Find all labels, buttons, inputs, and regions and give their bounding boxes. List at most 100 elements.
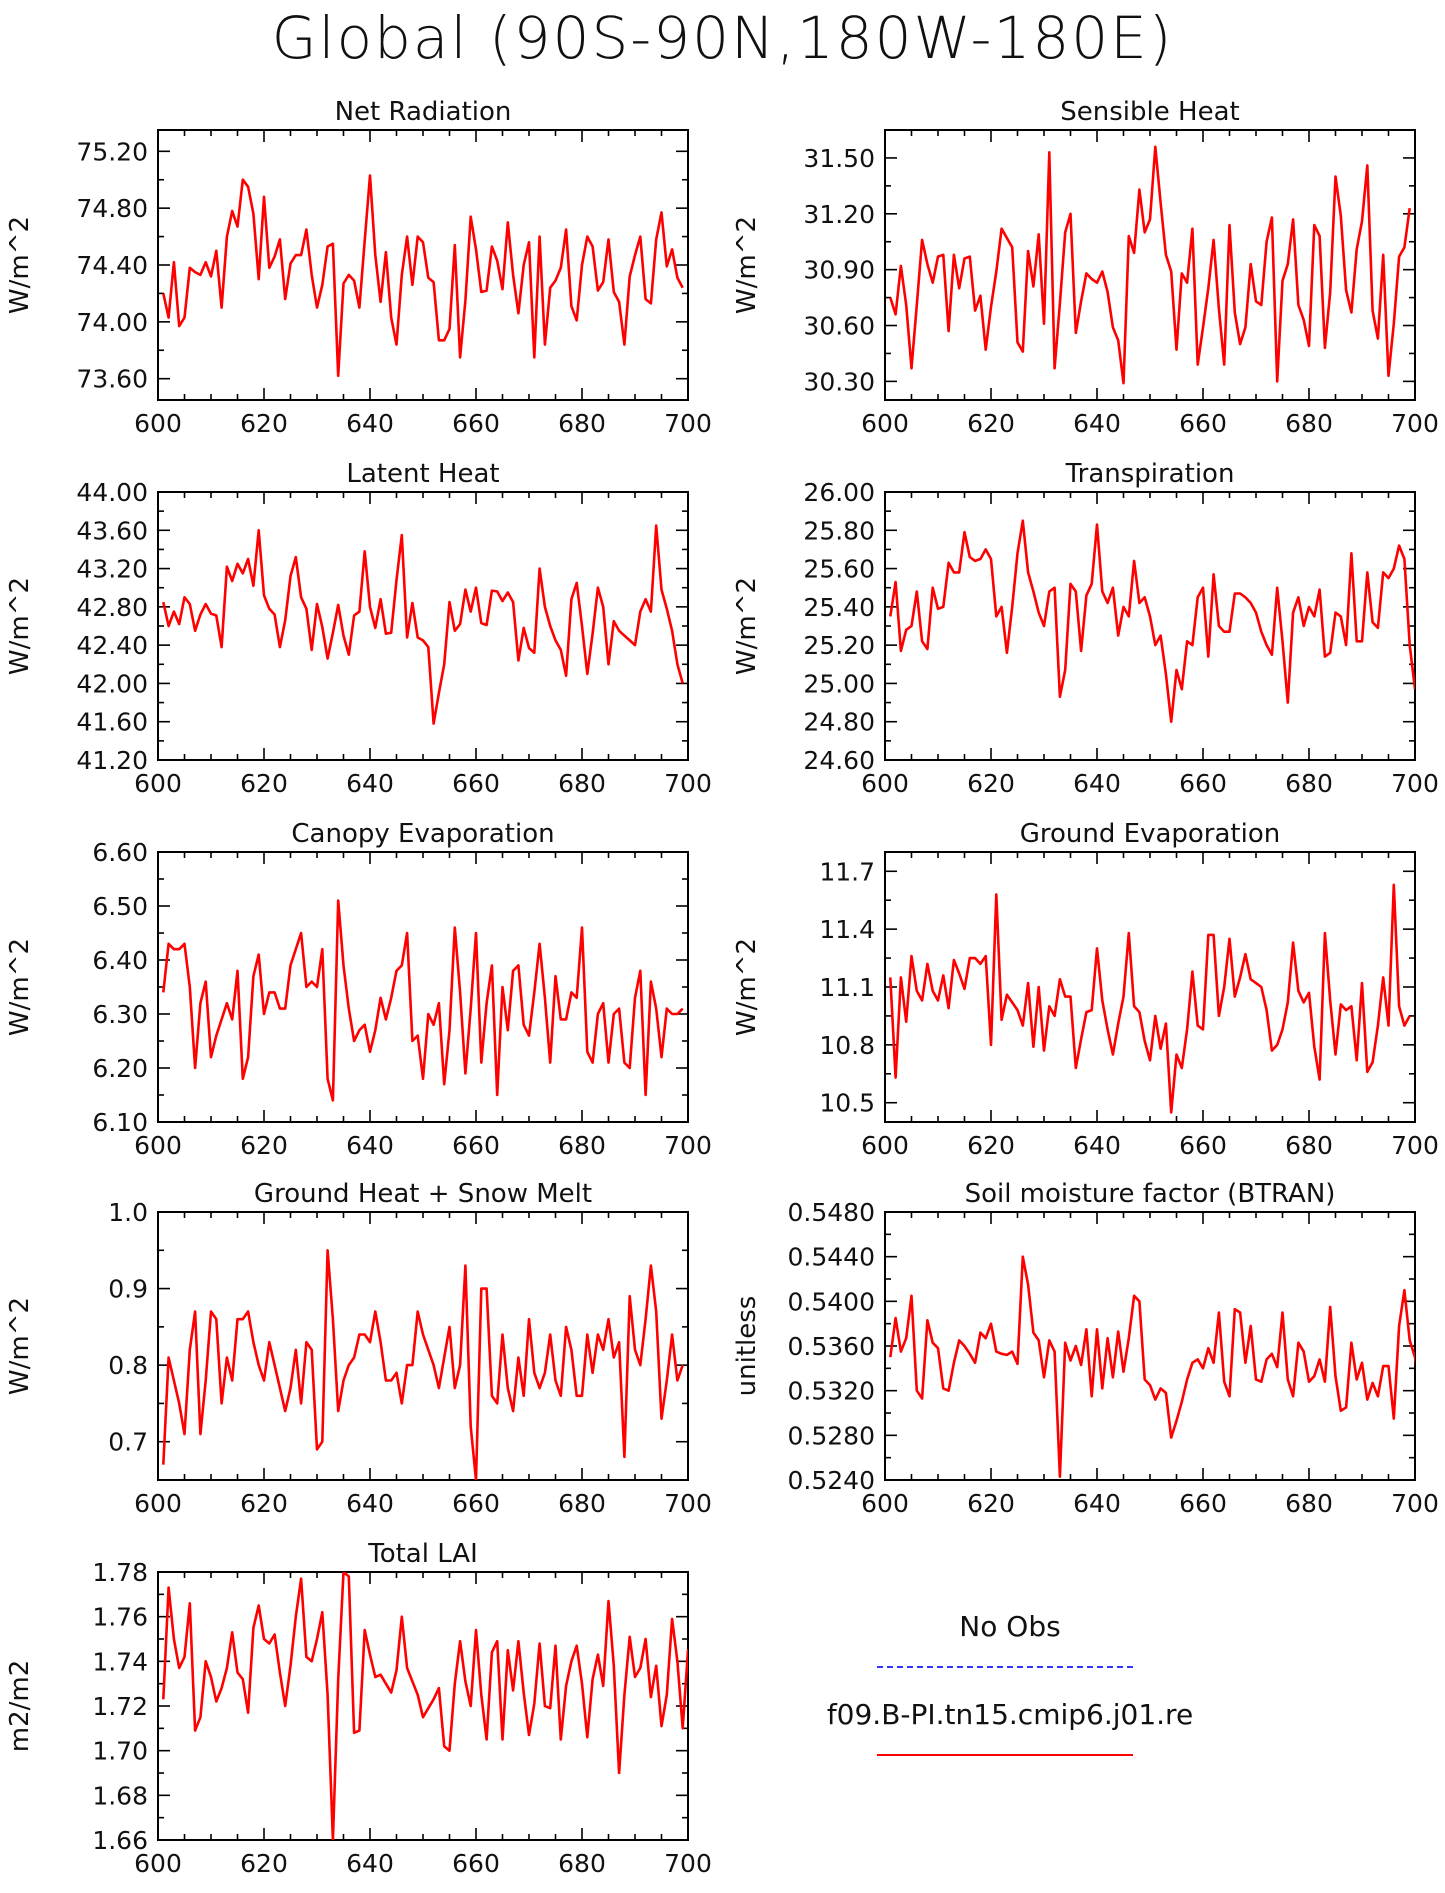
x-tick-label: 640 <box>346 1131 394 1160</box>
x-tick-label: 640 <box>1073 409 1121 438</box>
x-tick-label: 640 <box>346 1849 394 1878</box>
y-tick-label: 25.40 <box>803 593 875 622</box>
series-line <box>889 145 1411 385</box>
x-tick-label: 700 <box>1391 409 1439 438</box>
panel-1: 600 620 640 660 680 700 30.30 30.60 30.90 31.20 31… <box>732 97 1439 438</box>
y-axis-label: m2/m2 <box>5 1660 35 1753</box>
panel-title: Ground Evaporation <box>1020 819 1280 849</box>
panel-title: Soil moisture factor (BTRAN) <box>965 1179 1336 1209</box>
x-tick-label: 700 <box>664 1131 712 1160</box>
legend: No Obs f09.B-PI.tn15.cmip6.j01.re <box>740 1610 1280 1810</box>
x-tick-label: 660 <box>452 409 500 438</box>
x-tick-label: 700 <box>664 1489 712 1518</box>
y-tick-label: 1.0 <box>108 1198 148 1227</box>
y-axis-label: W/m^2 <box>732 577 762 675</box>
y-tick-label: 25.80 <box>803 516 875 545</box>
y-axis-label: W/m^2 <box>5 938 35 1036</box>
y-tick-label: 10.5 <box>819 1089 875 1118</box>
x-tick-label: 660 <box>452 1131 500 1160</box>
plot-frame <box>157 129 689 401</box>
panel-title: Ground Heat + Snow Melt <box>254 1179 592 1209</box>
panel-0: 600 620 640 660 680 700 73.60 74.00 74.40 74.80 75… <box>5 97 712 438</box>
y-tick-label: 11.7 <box>819 857 875 886</box>
x-tick-label: 640 <box>346 769 394 798</box>
y-tick-label: 74.80 <box>76 194 148 223</box>
y-axis-label: W/m^2 <box>5 1297 35 1395</box>
series-line <box>162 174 684 378</box>
x-tick-label: 620 <box>240 1131 288 1160</box>
panel-title: Total LAI <box>367 1539 478 1569</box>
y-tick-label: 30.60 <box>803 312 875 341</box>
panel-title: Canopy Evaporation <box>291 819 554 849</box>
y-tick-label: 24.60 <box>803 746 875 775</box>
panel-title: Net Radiation <box>335 97 512 127</box>
x-tick-label: 620 <box>967 1489 1015 1518</box>
plot-frame <box>157 491 689 761</box>
x-tick-label: 660 <box>452 769 500 798</box>
y-tick-label: 0.5240 <box>788 1466 875 1495</box>
panel-8: 600 620 640 660 680 700 1.66 1.68 1.70 1.72 1.74 1.… <box>5 1539 712 1878</box>
x-tick-label: 600 <box>134 1849 182 1878</box>
y-tick-label: 0.5360 <box>788 1332 875 1361</box>
x-tick-label: 680 <box>1285 409 1333 438</box>
y-tick-label: 11.1 <box>819 973 875 1002</box>
legend-label-model: f09.B-PI.tn15.cmip6.j01.re <box>826 1698 1194 1731</box>
series-line <box>162 899 684 1102</box>
x-tick-label: 680 <box>1285 769 1333 798</box>
y-tick-label: 43.20 <box>76 555 148 584</box>
y-tick-label: 6.30 <box>92 1000 148 1029</box>
y-tick-label: 75.20 <box>76 137 148 166</box>
x-tick-label: 680 <box>1285 1131 1333 1160</box>
x-tick-label: 620 <box>967 769 1015 798</box>
y-tick-label: 0.8 <box>108 1351 148 1380</box>
y-tick-label: 25.00 <box>803 669 875 698</box>
y-tick-label: 25.20 <box>803 631 875 660</box>
y-tick-label: 1.78 <box>92 1558 148 1587</box>
y-tick-label: 42.00 <box>76 669 148 698</box>
x-tick-label: 600 <box>861 1131 909 1160</box>
x-tick-label: 600 <box>861 409 909 438</box>
x-tick-label: 620 <box>967 409 1015 438</box>
legend-line-obs <box>877 1666 1133 1668</box>
y-tick-label: 1.76 <box>92 1603 148 1632</box>
x-tick-label: 700 <box>1391 1131 1439 1160</box>
x-tick-label: 680 <box>558 1131 606 1160</box>
panel-title: Latent Heat <box>346 459 499 489</box>
panel-title: Transpiration <box>1065 459 1235 489</box>
y-axis-label: W/m^2 <box>5 216 35 314</box>
series-line <box>162 1249 684 1480</box>
x-tick-label: 640 <box>1073 1131 1121 1160</box>
y-tick-label: 0.7 <box>108 1428 148 1457</box>
x-tick-label: 680 <box>558 1849 606 1878</box>
y-tick-label: 30.30 <box>803 367 875 396</box>
panel-5: 600 620 640 660 680 700 10.5 10.8 11.1 11.4 11.7 Gr… <box>732 819 1439 1160</box>
y-tick-label: 6.10 <box>92 1108 148 1137</box>
panel-6: 600 620 640 660 680 700 0.7 0.8 0.9 1.0 Ground Hea… <box>5 1179 712 1518</box>
x-tick-label: 640 <box>1073 1489 1121 1518</box>
y-tick-label: 6.20 <box>92 1054 148 1083</box>
series-line <box>889 519 1415 724</box>
series-line <box>162 1572 688 1840</box>
y-tick-label: 1.74 <box>92 1647 148 1676</box>
y-tick-label: 0.5280 <box>788 1421 875 1450</box>
y-tick-label: 42.40 <box>76 631 148 660</box>
x-tick-label: 600 <box>861 769 909 798</box>
y-tick-label: 10.8 <box>819 1031 875 1060</box>
x-tick-label: 680 <box>558 1489 606 1518</box>
x-tick-label: 620 <box>240 1849 288 1878</box>
y-tick-label: 24.80 <box>803 708 875 737</box>
x-tick-label: 620 <box>240 1489 288 1518</box>
y-tick-label: 1.68 <box>92 1781 148 1810</box>
x-tick-label: 660 <box>1179 1489 1227 1518</box>
x-tick-label: 660 <box>1179 1131 1227 1160</box>
y-axis-label: W/m^2 <box>732 938 762 1036</box>
panel-4: 600 620 640 660 680 700 6.10 6.20 6.30 6.40 6.50 6.… <box>5 819 712 1160</box>
x-tick-label: 600 <box>134 769 182 798</box>
x-tick-label: 700 <box>1391 1489 1439 1518</box>
y-tick-label: 41.60 <box>76 708 148 737</box>
legend-label-obs: No Obs <box>959 1610 1061 1643</box>
x-tick-label: 680 <box>558 409 606 438</box>
y-tick-label: 1.70 <box>92 1737 148 1766</box>
y-tick-label: 26.00 <box>803 478 875 507</box>
y-tick-label: 42.80 <box>76 593 148 622</box>
